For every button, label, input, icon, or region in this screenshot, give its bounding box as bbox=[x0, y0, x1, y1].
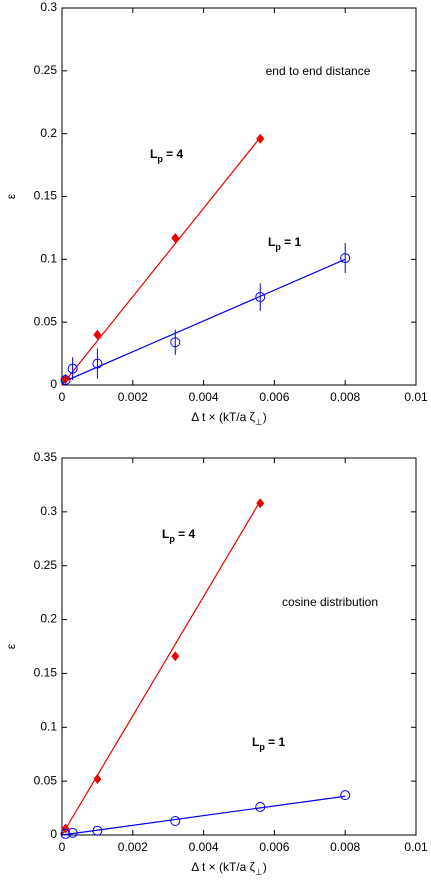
annotation-sub: p bbox=[259, 742, 265, 752]
x-tick-label: 0.004 bbox=[189, 390, 219, 404]
fit-line bbox=[61, 258, 346, 384]
annotation-suffix: = 4 bbox=[175, 527, 196, 541]
y-axis-label: ε bbox=[4, 193, 18, 199]
annotation-main: end to end distance bbox=[266, 64, 371, 78]
x-axis-label-suffix: ) bbox=[263, 860, 267, 874]
x-axis-label: Δ t × (kT/a ζ⊥) bbox=[191, 860, 267, 877]
annotation-suffix: = 4 bbox=[163, 147, 184, 161]
diamond-marker bbox=[93, 329, 102, 340]
annotation-main: L bbox=[268, 235, 275, 249]
circle-marker bbox=[170, 815, 181, 826]
x-tick-label: 0.01 bbox=[404, 840, 428, 854]
x-tick-label: 0.002 bbox=[118, 840, 148, 854]
annotation: cosine distribution bbox=[282, 595, 378, 609]
annotation-sub: p bbox=[157, 154, 163, 164]
diamond-marker bbox=[61, 823, 70, 834]
x-tick-label: 0.008 bbox=[330, 390, 360, 404]
diamond-marker bbox=[256, 133, 265, 144]
x-tick-label: 0.006 bbox=[259, 840, 289, 854]
circle-marker bbox=[67, 363, 78, 374]
y-tick-label: 0.1 bbox=[40, 719, 57, 733]
y-tick-label: 0.3 bbox=[40, 0, 57, 14]
fit-line bbox=[61, 795, 346, 836]
circle-marker bbox=[92, 358, 103, 369]
fit-line bbox=[61, 137, 261, 386]
circle-marker bbox=[255, 292, 266, 303]
annotation: Lp = 1 bbox=[268, 235, 302, 252]
y-tick-label: 0.05 bbox=[34, 314, 58, 328]
annotation: Lp = 4 bbox=[150, 147, 184, 164]
x-axis-label-sub: ⊥ bbox=[255, 867, 263, 877]
x-axis-label-main: Δ t × (kT/a ζ bbox=[191, 410, 255, 424]
circle-marker bbox=[60, 828, 71, 839]
x-tick-label: 0.01 bbox=[404, 390, 428, 404]
annotation-sub: p bbox=[169, 534, 175, 544]
y-tick-label: 0.25 bbox=[34, 63, 58, 77]
annotation: end to end distance bbox=[266, 64, 371, 78]
diamond-marker bbox=[256, 498, 265, 509]
y-tick-label: 0.15 bbox=[34, 666, 58, 680]
x-axis-label-suffix: ) bbox=[263, 410, 267, 424]
annotation-suffix: = 1 bbox=[281, 235, 302, 249]
annotation-main: cosine distribution bbox=[282, 595, 378, 609]
circle-marker bbox=[340, 790, 351, 801]
x-tick-label: 0.008 bbox=[330, 840, 360, 854]
y-tick-label: 0 bbox=[50, 377, 57, 391]
annotation-suffix: = 1 bbox=[265, 735, 286, 749]
diamond-marker bbox=[93, 773, 102, 784]
annotation-main: L bbox=[150, 147, 157, 161]
annotation-main: L bbox=[162, 527, 169, 541]
x-axis-label-sub: ⊥ bbox=[255, 417, 263, 427]
x-tick-label: 0 bbox=[59, 840, 66, 854]
x-axis-label-main: Δ t × (kT/a ζ bbox=[191, 860, 255, 874]
circle-marker bbox=[60, 374, 71, 385]
y-tick-label: 0.05 bbox=[34, 773, 58, 787]
circle-marker bbox=[340, 253, 351, 264]
annotation-sub: p bbox=[275, 242, 281, 252]
y-tick-label: 0.35 bbox=[34, 450, 58, 464]
circle-marker bbox=[67, 827, 78, 838]
y-tick-label: 0.3 bbox=[40, 504, 57, 518]
y-tick-label: 0.25 bbox=[34, 558, 58, 572]
x-tick-label: 0.004 bbox=[189, 840, 219, 854]
circle-marker bbox=[170, 337, 181, 348]
fit-line bbox=[61, 500, 261, 836]
y-tick-label: 0.1 bbox=[40, 252, 57, 266]
diamond-marker bbox=[171, 232, 180, 243]
annotation: Lp = 1 bbox=[252, 735, 286, 752]
diamond-marker bbox=[171, 651, 180, 662]
x-tick-label: 0.002 bbox=[118, 390, 148, 404]
plot-frame bbox=[61, 457, 417, 836]
circle-marker bbox=[255, 801, 266, 812]
x-tick-label: 0.006 bbox=[259, 390, 289, 404]
y-tick-label: 0.2 bbox=[40, 612, 57, 626]
y-tick-label: 0.15 bbox=[34, 189, 58, 203]
y-tick-label: 0 bbox=[50, 827, 57, 841]
annotation-main: L bbox=[252, 735, 259, 749]
y-tick-label: 0.2 bbox=[40, 126, 57, 140]
circle-marker bbox=[92, 825, 103, 836]
y-axis-label: ε bbox=[4, 643, 18, 649]
x-axis-label: Δ t × (kT/a ζ⊥) bbox=[191, 410, 267, 427]
x-tick-label: 0 bbox=[59, 390, 66, 404]
annotation: Lp = 4 bbox=[162, 527, 196, 544]
